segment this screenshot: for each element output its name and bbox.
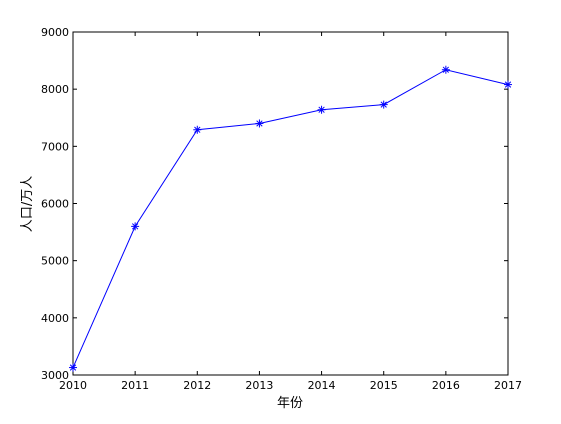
data-point-marker [504, 80, 512, 89]
y-tick-label: 4000 [41, 312, 69, 325]
marker-stroke [256, 120, 263, 127]
x-tick-label: 2012 [183, 379, 211, 392]
y-tick-label: 8000 [41, 83, 69, 96]
x-tick-label: 2015 [370, 379, 398, 392]
x-tick-label: 2017 [494, 379, 522, 392]
plot-area [72, 31, 509, 376]
x-axis-title: 年份 [277, 396, 303, 411]
data-point-marker [255, 119, 264, 128]
marker-stroke [442, 66, 450, 73]
ticks-layer: 2010 2011 2012 2013 2014 2015 2016 2017 3000 4000… [41, 26, 522, 392]
x-tick-label: 2011 [121, 379, 149, 392]
marker-stroke [131, 223, 139, 230]
marker-stroke [504, 81, 512, 88]
y-tick-label: 3000 [41, 369, 69, 382]
marker-stroke [318, 106, 325, 113]
data-point-marker [131, 222, 140, 231]
data-point-marker [441, 65, 450, 74]
series-layer [69, 65, 512, 372]
data-point-marker [317, 105, 326, 114]
y-tick-label: 6000 [41, 198, 69, 211]
y-axis-title: 人口/万人 [20, 176, 35, 232]
data-point-marker [379, 100, 388, 109]
marker-stroke [380, 101, 387, 108]
y-tick-label: 5000 [41, 255, 69, 268]
y-tick-label: 9000 [41, 26, 69, 39]
data-point-marker [193, 125, 202, 134]
marker-stroke [69, 364, 77, 371]
marker-stroke [194, 126, 201, 133]
y-tick-label: 7000 [41, 140, 69, 153]
x-tick-label: 2010 [59, 379, 87, 392]
data-point-marker [69, 363, 77, 372]
x-tick-label: 2013 [245, 379, 273, 392]
x-tick-label: 2014 [308, 379, 336, 392]
series-line [72, 69, 509, 368]
x-tick-label: 2016 [432, 379, 460, 392]
